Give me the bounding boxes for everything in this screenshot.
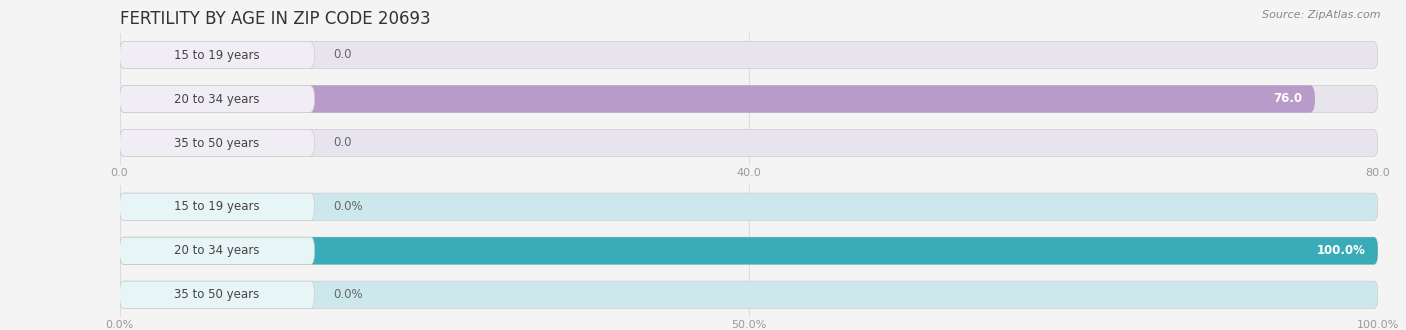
Text: 15 to 19 years: 15 to 19 years: [174, 49, 260, 61]
Text: 35 to 50 years: 35 to 50 years: [174, 137, 260, 149]
FancyBboxPatch shape: [120, 237, 1378, 264]
FancyBboxPatch shape: [120, 85, 315, 113]
FancyBboxPatch shape: [120, 129, 315, 157]
FancyBboxPatch shape: [120, 281, 1378, 309]
Text: FERTILITY BY AGE IN ZIP CODE 20693: FERTILITY BY AGE IN ZIP CODE 20693: [120, 10, 430, 28]
FancyBboxPatch shape: [120, 85, 1315, 113]
FancyBboxPatch shape: [120, 281, 315, 309]
Text: 20 to 34 years: 20 to 34 years: [174, 244, 260, 257]
Text: 100.0%: 100.0%: [1316, 244, 1365, 257]
FancyBboxPatch shape: [120, 41, 1378, 69]
Text: 15 to 19 years: 15 to 19 years: [174, 200, 260, 213]
FancyBboxPatch shape: [120, 41, 315, 69]
Text: 0.0: 0.0: [333, 137, 352, 149]
Text: Source: ZipAtlas.com: Source: ZipAtlas.com: [1263, 10, 1381, 20]
FancyBboxPatch shape: [120, 193, 315, 220]
FancyBboxPatch shape: [120, 129, 1378, 157]
FancyBboxPatch shape: [120, 85, 1378, 113]
Text: 0.0: 0.0: [333, 49, 352, 61]
FancyBboxPatch shape: [120, 237, 1378, 264]
Text: 0.0%: 0.0%: [333, 288, 363, 301]
FancyBboxPatch shape: [120, 193, 1378, 220]
Text: 35 to 50 years: 35 to 50 years: [174, 288, 260, 301]
Text: 76.0: 76.0: [1274, 92, 1302, 106]
Text: 20 to 34 years: 20 to 34 years: [174, 92, 260, 106]
FancyBboxPatch shape: [120, 237, 315, 264]
Text: 0.0%: 0.0%: [333, 200, 363, 213]
